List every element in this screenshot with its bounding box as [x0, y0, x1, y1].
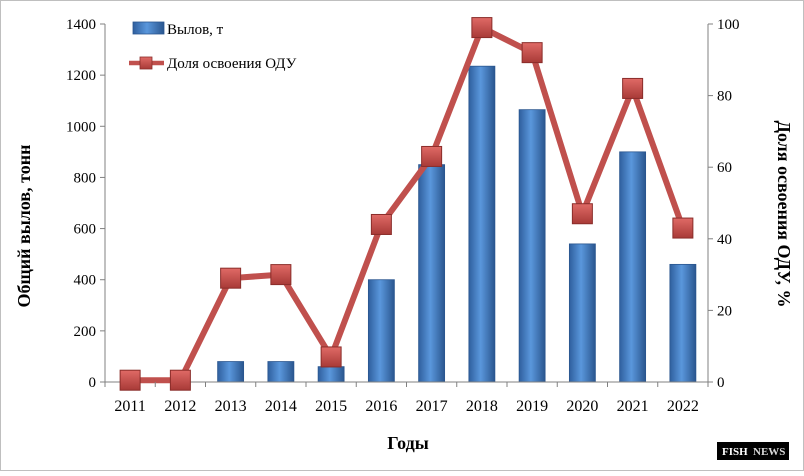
legend: Вылов, т Доля освоения ОДУ [129, 21, 297, 72]
logo-text-news: NEWS [753, 446, 785, 458]
y-tick-label: 1400 [66, 17, 96, 33]
line-marker [220, 267, 242, 289]
y-tick-label: 1200 [66, 68, 96, 84]
y-tick-label: 1000 [66, 119, 96, 135]
y-tick-label: 0 [89, 375, 97, 391]
x-tick-label: 2014 [265, 398, 297, 415]
bar [568, 243, 596, 383]
logo-background [717, 442, 789, 460]
y2-tick-label: 80 [717, 89, 732, 105]
y2-tick-label: 0 [717, 375, 725, 391]
x-axis-label: Годы [387, 433, 429, 453]
fishnews-logo: FISH NEWS [717, 442, 789, 460]
bar [367, 279, 395, 383]
x-tick-label: 2013 [215, 398, 247, 415]
x-tick-label: 2016 [365, 398, 397, 415]
y-axis-label: Общий вылов, тонн [14, 145, 34, 308]
y2-tick-label: 40 [717, 232, 732, 248]
bar [619, 151, 647, 383]
line-marker [672, 217, 694, 239]
bar-series [217, 65, 697, 383]
line-marker [320, 346, 342, 368]
x-tick-label: 2011 [114, 398, 145, 415]
x-tick-label: 2021 [617, 398, 649, 415]
bar [418, 164, 446, 383]
y2-tick-label: 20 [717, 303, 732, 319]
x-tick-label: 2022 [667, 398, 699, 415]
line-marker [421, 145, 443, 167]
bar [669, 263, 697, 383]
right-axis-ticks: 0 20 40 60 80 100 [708, 17, 740, 391]
legend-bar-swatch [132, 21, 165, 35]
line-marker [571, 203, 593, 225]
x-tick-label: 2017 [416, 398, 448, 415]
line-marker [270, 264, 292, 286]
line-marker [119, 369, 141, 391]
legend-line-marker [139, 56, 153, 70]
line-marker [521, 42, 543, 64]
x-tick-label: 2018 [466, 398, 498, 415]
y2-axis-label: Доля освоения ОДУ, % [774, 120, 794, 307]
line-marker [622, 77, 644, 99]
y-tick-label: 200 [74, 324, 97, 340]
legend-line-label: Доля освоения ОДУ [167, 56, 297, 72]
line-marker [370, 213, 392, 235]
bar [217, 361, 245, 383]
y-tick-label: 800 [74, 170, 97, 186]
bar [468, 65, 496, 383]
y-tick-label: 400 [74, 273, 97, 289]
bar [317, 366, 345, 383]
x-axis-ticks: 2011 2012 2013 2014 2015 2016 2017 2018 2019 2020… [104, 382, 709, 415]
y2-tick-label: 60 [717, 160, 732, 176]
bar [518, 109, 546, 383]
left-axis-ticks: 0 200 400 600 800 1000 1200 1400 [66, 17, 105, 391]
logo-text-fish: FISH [722, 446, 748, 458]
legend-bar-label: Вылов, т [167, 22, 224, 38]
x-tick-label: 2019 [516, 398, 548, 415]
line-series [119, 17, 694, 391]
y2-tick-label: 100 [717, 17, 740, 33]
x-tick-label: 2012 [164, 398, 196, 415]
y-tick-label: 600 [74, 222, 97, 238]
x-tick-label: 2015 [315, 398, 347, 415]
line-marker [471, 17, 493, 39]
x-tick-label: 2020 [566, 398, 598, 415]
bar [267, 361, 295, 383]
line-marker [169, 369, 191, 391]
share-line [130, 24, 686, 384]
